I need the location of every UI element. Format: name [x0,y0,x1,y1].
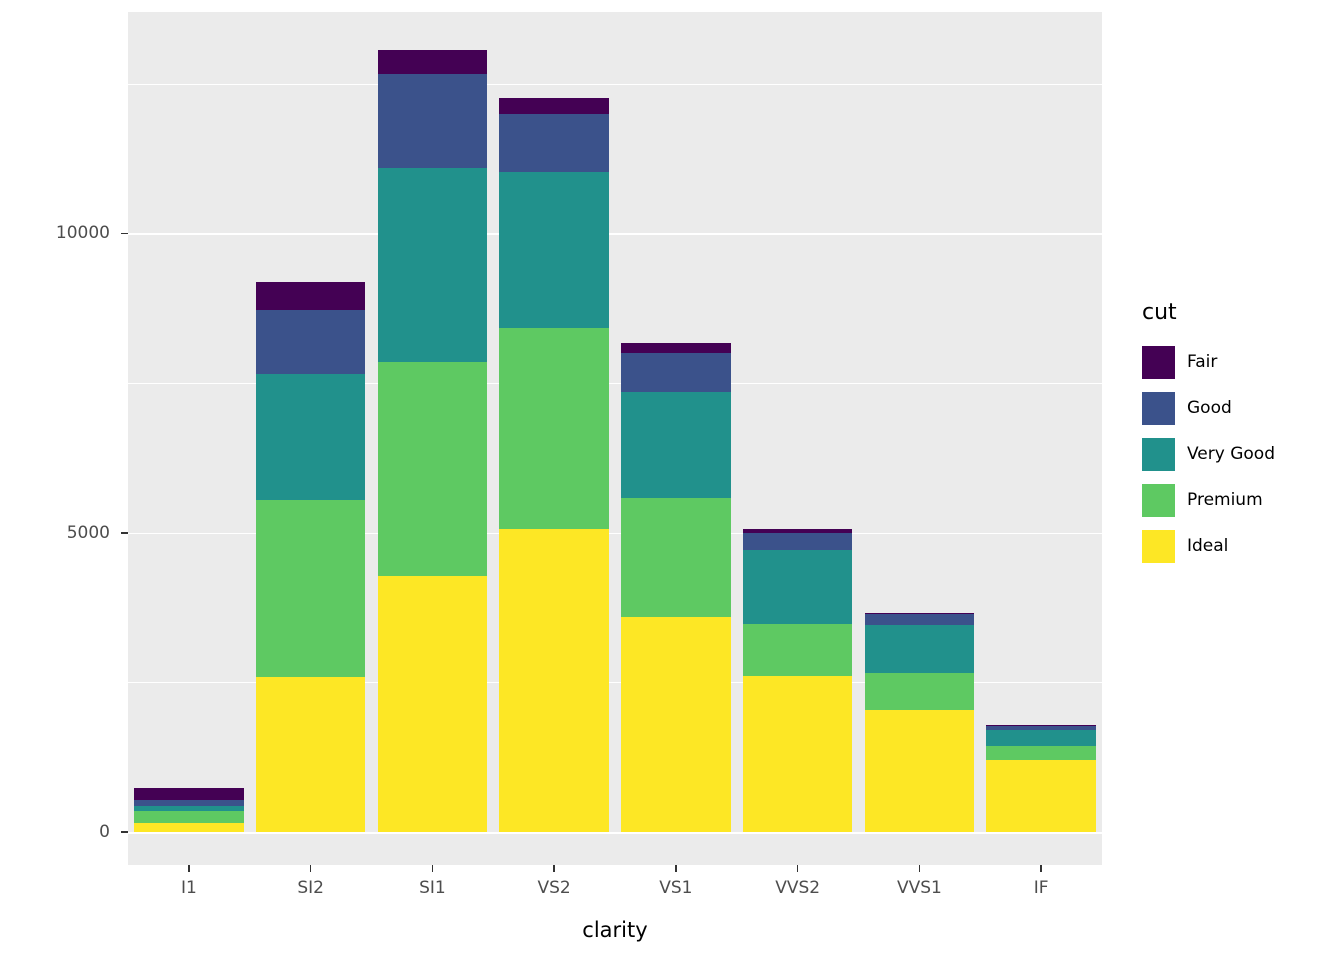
x-tick-label-vvs2: VVS2 [775,878,821,898]
bar-si1-good [377,74,488,168]
legend-item-ideal: Ideal [1142,523,1342,569]
gridline-major [128,233,1102,236]
x-tick-mark [796,865,799,872]
x-tick-label-vvs1: VVS1 [896,878,942,898]
bar-vvs1-very-good [864,625,975,673]
bar-si1-very-good [377,167,488,362]
x-tick-mark [309,865,312,872]
bar-vvs2-ideal [742,676,853,833]
bar-vvs1-fair [864,613,975,615]
bar-if-ideal [986,759,1096,833]
legend-label: Fair [1187,352,1218,372]
y-tick-label: 10000 [55,223,110,244]
bar-vvs2-very-good [742,550,853,624]
x-tick-label-if: IF [1033,878,1049,898]
legend-item-good: Good [1142,385,1342,431]
bar-vs1-good [621,353,731,392]
bar-si2-good [255,309,366,375]
bar-if-fair [986,724,1096,726]
y-tick-mark [121,232,128,235]
plot-panel [128,12,1102,865]
gridline-minor [128,682,1102,684]
legend-swatch-very-good [1142,437,1175,471]
x-tick-label-vs1: VS1 [659,878,693,898]
bar-vs1-very-good [621,391,731,499]
bar-si2-very-good [255,374,366,501]
bar-si2-ideal [255,676,366,833]
bar-si2-fair [255,281,366,310]
bar-vs2-premium [499,327,609,529]
legend-label: Ideal [1187,536,1229,556]
x-tick-mark [553,865,555,872]
bar-vs1-fair [621,342,731,354]
gridline-major [128,532,1102,535]
bar-si1-fair [377,50,488,75]
legend-title: cut [1142,300,1177,325]
x-tick-mark [188,865,190,872]
bar-i1-fair [134,787,244,801]
gridline-minor [128,383,1102,384]
x-tick-label-si2: SI2 [297,878,324,898]
bar-si1-ideal [377,575,488,833]
legend-label: Good [1187,398,1232,418]
bar-vs2-fair [499,98,609,114]
y-tick-mark [121,831,128,833]
x-axis-title: clarity [582,918,648,942]
x-tick-label-i1: I1 [180,878,197,898]
bar-if-premium [986,745,1096,760]
bar-vvs1-good [864,614,975,626]
bar-if-good [986,725,1096,730]
bar-vs2-very-good [499,172,609,328]
x-tick-mark [1040,865,1042,872]
bar-i1-premium [134,811,244,824]
legend-swatch-good [1142,391,1175,425]
bar-vs1-ideal [621,617,731,833]
bar-vs1-premium [621,498,731,618]
bar-i1-good [134,800,244,807]
bar-vvs2-good [742,532,853,551]
gridline-major [128,832,1102,834]
x-tick-mark [675,865,677,872]
legend-item-fair: Fair [1142,339,1342,385]
legend-item-premium: Premium [1142,477,1342,523]
bar-vvs2-fair [742,528,853,533]
bar-vvs2-premium [742,624,853,677]
x-tick-label-si1: SI1 [419,878,446,898]
bar-vs2-good [499,113,609,173]
legend-swatch-ideal [1142,529,1175,563]
legend-label: Very Good [1187,444,1275,464]
gridline-minor [128,83,1102,85]
legend-label: Premium [1187,490,1263,510]
x-tick-mark [431,865,434,872]
bar-i1-very-good [134,806,244,812]
legend-items: Fair Good Very Good Premium Ideal [1142,339,1342,569]
bar-si1-premium [377,361,488,576]
y-tick-mark [121,531,128,534]
bar-vs2-ideal [499,528,609,833]
bar-if-very-good [986,729,1096,746]
y-tick-label: 0 [99,822,110,843]
bar-vvs1-ideal [864,709,975,833]
legend-swatch-premium [1142,483,1175,517]
bar-si2-premium [255,500,366,677]
legend-item-very-good: Very Good [1142,431,1342,477]
bar-vvs1-premium [864,672,975,710]
x-tick-label-vs2: VS2 [537,878,571,898]
y-tick-label: 5000 [66,522,110,543]
x-tick-mark [918,865,921,872]
bar-i1-ideal [134,823,244,833]
legend-swatch-fair [1142,345,1175,379]
legend: cut Fair Good Very Good Premium Ideal [1142,300,1342,569]
